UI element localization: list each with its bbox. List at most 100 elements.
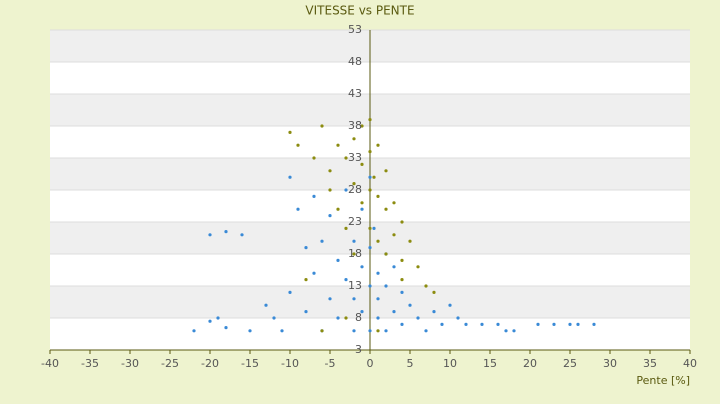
point <box>440 322 444 326</box>
x-tick-label: -20 <box>201 357 219 370</box>
point <box>312 271 316 275</box>
point <box>376 143 380 147</box>
point <box>288 130 292 134</box>
point <box>216 316 220 320</box>
point <box>192 329 196 333</box>
point <box>392 201 396 205</box>
point <box>376 316 380 320</box>
point <box>392 233 396 237</box>
point <box>312 156 316 160</box>
point <box>480 322 484 326</box>
point <box>424 329 428 333</box>
point <box>432 290 436 294</box>
x-tick-label: 15 <box>483 357 497 370</box>
point <box>400 258 404 262</box>
point <box>384 329 388 333</box>
point <box>416 265 420 269</box>
point <box>224 230 228 234</box>
x-tick-label: 10 <box>443 357 457 370</box>
x-tick-label: 30 <box>603 357 617 370</box>
point <box>392 265 396 269</box>
x-tick-label: -15 <box>241 357 259 370</box>
point <box>592 322 596 326</box>
point <box>264 303 268 307</box>
x-tick-label: 40 <box>683 357 697 370</box>
point <box>424 284 428 288</box>
point <box>376 329 380 333</box>
y-tick-label: 48 <box>348 55 362 68</box>
point <box>376 239 380 243</box>
point <box>352 329 356 333</box>
point <box>400 290 404 294</box>
x-tick-label: -35 <box>81 357 99 370</box>
point <box>360 124 364 128</box>
y-tick-label: 8 <box>355 311 362 324</box>
point <box>352 297 356 301</box>
point <box>408 239 412 243</box>
point <box>336 207 340 211</box>
point <box>360 162 364 166</box>
point <box>328 169 332 173</box>
point <box>352 137 356 141</box>
point <box>576 322 580 326</box>
point <box>376 271 380 275</box>
x-tick-label: 25 <box>563 357 577 370</box>
x-tick-label: -25 <box>161 357 179 370</box>
point <box>384 207 388 211</box>
point <box>392 310 396 314</box>
point <box>336 316 340 320</box>
point <box>512 329 516 333</box>
point <box>344 316 348 320</box>
y-tick-label: 53 <box>348 23 362 36</box>
y-tick-label: 13 <box>348 279 362 292</box>
point <box>336 258 340 262</box>
point <box>224 326 228 330</box>
point <box>344 188 348 192</box>
point <box>304 310 308 314</box>
y-tick-label: 23 <box>348 215 362 228</box>
point <box>368 188 372 192</box>
point <box>240 233 244 237</box>
point <box>344 226 348 230</box>
point <box>400 322 404 326</box>
point <box>328 214 332 218</box>
x-tick-label: 35 <box>643 357 657 370</box>
point <box>372 226 376 230</box>
point <box>568 322 572 326</box>
point <box>360 265 364 269</box>
point <box>352 252 356 256</box>
x-tick-label: -30 <box>121 357 139 370</box>
point <box>552 322 556 326</box>
point <box>344 156 348 160</box>
point <box>296 143 300 147</box>
y-tick-label: 3 <box>355 343 362 356</box>
point <box>296 207 300 211</box>
point <box>448 303 452 307</box>
point <box>368 175 372 179</box>
point <box>416 316 420 320</box>
point <box>400 278 404 282</box>
point <box>304 278 308 282</box>
point <box>288 175 292 179</box>
point <box>408 303 412 307</box>
point <box>208 233 212 237</box>
point <box>352 239 356 243</box>
point <box>368 284 372 288</box>
point <box>312 194 316 198</box>
point <box>320 239 324 243</box>
point <box>536 322 540 326</box>
point <box>368 329 372 333</box>
point <box>432 310 436 314</box>
point <box>360 207 364 211</box>
x-tick-label: -10 <box>281 357 299 370</box>
x-tick-label: 20 <box>523 357 537 370</box>
point <box>320 124 324 128</box>
point <box>208 319 212 323</box>
y-tick-label: 38 <box>348 119 362 132</box>
point <box>384 284 388 288</box>
point <box>336 143 340 147</box>
point <box>344 278 348 282</box>
point <box>368 246 372 250</box>
point <box>376 297 380 301</box>
